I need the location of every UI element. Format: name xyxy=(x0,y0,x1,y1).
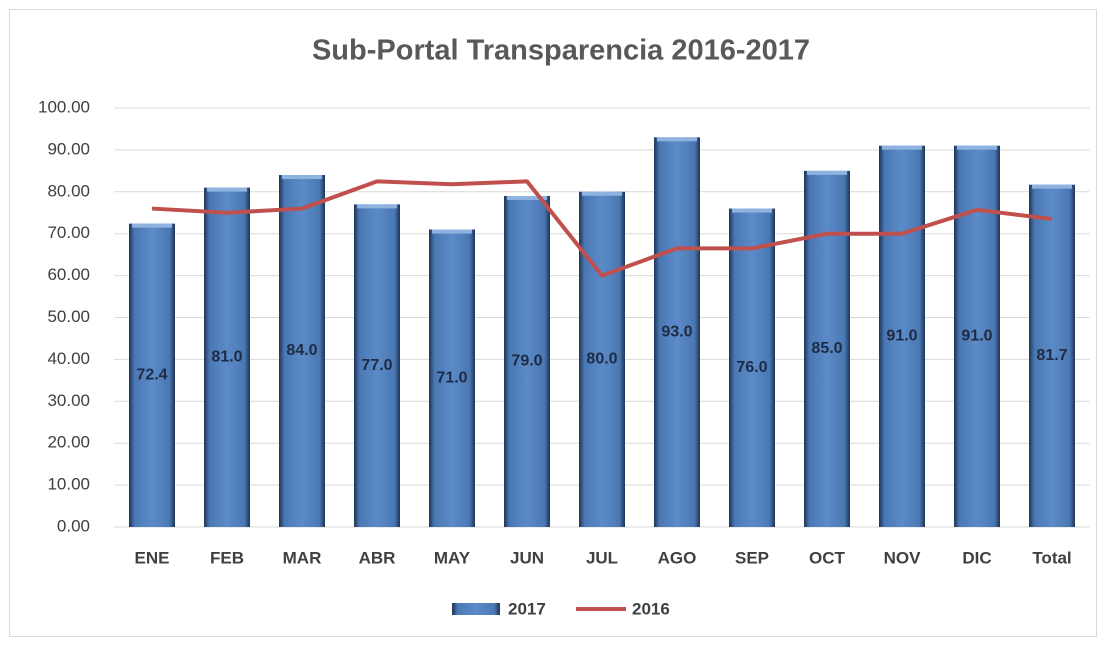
bar xyxy=(729,208,775,527)
bar xyxy=(429,229,475,527)
data-label: 72.4 xyxy=(136,367,167,384)
bar xyxy=(129,223,175,528)
bar-top xyxy=(807,170,847,175)
x-tick-label: NOV xyxy=(884,548,922,567)
x-tick-label: SEP xyxy=(735,548,769,567)
bar-top xyxy=(732,208,772,213)
bar xyxy=(279,175,325,528)
bar-top xyxy=(357,204,397,209)
bar-top xyxy=(432,229,472,234)
data-label: 79.0 xyxy=(511,353,542,370)
data-label: 91.0 xyxy=(886,328,917,345)
data-label: 77.0 xyxy=(361,357,392,374)
bar xyxy=(579,191,625,528)
data-label: 76.0 xyxy=(736,359,767,376)
bar xyxy=(504,195,550,528)
data-label: 93.0 xyxy=(661,323,692,340)
y-tick-label: 40.00 xyxy=(47,349,90,368)
bar-top xyxy=(1032,184,1072,189)
y-tick-label: 80.00 xyxy=(47,181,90,200)
legend-label: 2016 xyxy=(632,599,670,618)
bar-top xyxy=(132,223,172,228)
data-label: 85.0 xyxy=(811,340,842,357)
data-label: 81.7 xyxy=(1036,347,1067,364)
line xyxy=(151,179,1053,278)
x-tick-label: AGO xyxy=(658,548,697,567)
x-tick-label: JUN xyxy=(510,548,544,567)
x-tick-label: ABR xyxy=(359,548,396,567)
y-tick-label: 50.00 xyxy=(47,307,90,326)
bar xyxy=(654,137,700,527)
bar-top xyxy=(882,145,922,150)
data-label: 84.0 xyxy=(286,342,317,359)
legend-label: 2017 xyxy=(508,599,546,618)
x-tick-label: MAY xyxy=(434,548,471,567)
data-label: 81.0 xyxy=(211,349,242,366)
x-tick-label: OCT xyxy=(809,548,846,567)
data-label: 91.0 xyxy=(961,328,992,345)
y-tick-label: 60.00 xyxy=(47,265,90,284)
y-tick-label: 20.00 xyxy=(47,433,90,452)
bar-top xyxy=(207,187,247,192)
y-tick-label: 0.00 xyxy=(57,516,90,535)
y-tick-label: 30.00 xyxy=(47,391,90,410)
bar xyxy=(804,170,850,527)
bar xyxy=(354,204,400,527)
y-tick-label: 100.00 xyxy=(38,97,90,116)
bar-top xyxy=(507,195,547,200)
bar-top xyxy=(957,145,997,150)
legend-swatch xyxy=(452,603,500,615)
x-tick-label: FEB xyxy=(210,548,244,567)
x-tick-label: MAR xyxy=(283,548,322,567)
data-label: 71.0 xyxy=(436,369,467,386)
y-tick-label: 10.00 xyxy=(47,475,90,494)
bar xyxy=(204,187,250,528)
x-tick-label: JUL xyxy=(586,548,618,567)
chart-title: Sub-Portal Transparencia 2016-2017 xyxy=(312,35,810,67)
bar-top xyxy=(657,137,697,142)
x-tick-label: Total xyxy=(1032,548,1071,567)
bar xyxy=(879,145,925,527)
y-tick-label: 90.00 xyxy=(47,139,90,158)
data-label: 80.0 xyxy=(586,351,617,368)
y-tick-label: 70.00 xyxy=(47,223,90,242)
x-tick-label: DIC xyxy=(962,548,991,567)
bar xyxy=(1029,184,1075,527)
x-tick-label: ENE xyxy=(135,548,170,567)
bar-top xyxy=(282,175,322,180)
bar-top xyxy=(582,191,622,196)
